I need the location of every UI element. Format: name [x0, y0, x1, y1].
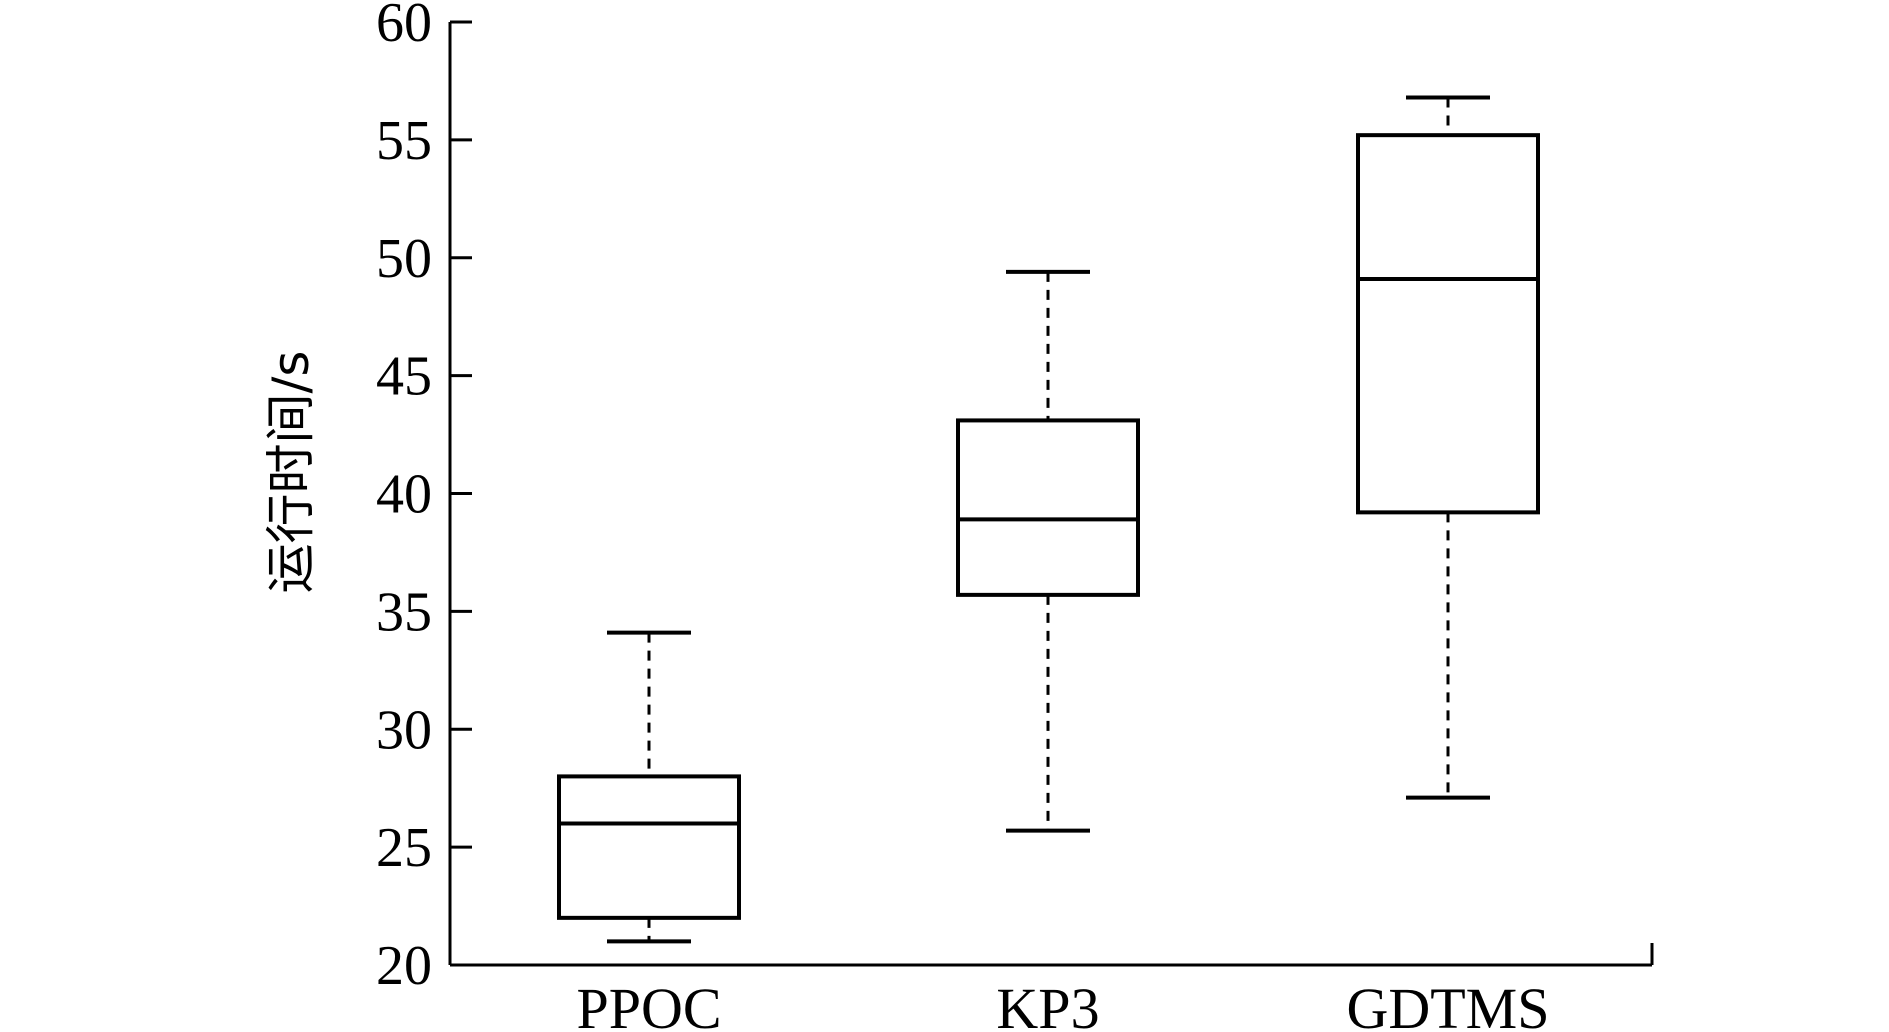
y-tick-label: 40: [376, 464, 432, 526]
box-ppoc: [557, 630, 741, 944]
x-axis: PPOC KP3 GDTMS: [450, 943, 1654, 1032]
box-kp3: [956, 269, 1140, 833]
y-axis: 20 25 30 35 40 45 50 55 60: [376, 0, 472, 997]
iqr-box: [956, 418, 1140, 597]
y-tick-label: 55: [376, 110, 432, 172]
y-tick-label: 60: [376, 0, 432, 54]
y-tick-label: 45: [376, 346, 432, 408]
box-gdtms: [1356, 95, 1540, 800]
y-tick-label: 35: [376, 581, 432, 643]
x-category-label: PPOC: [576, 976, 721, 1032]
y-tick-label: 50: [376, 228, 432, 290]
box-series: [557, 95, 1540, 944]
x-category-label: KP3: [996, 976, 1099, 1032]
iqr-box: [557, 774, 741, 920]
y-axis-title: 运行时间/s: [262, 351, 320, 594]
iqr-box: [1356, 133, 1540, 515]
y-tick-label: 20: [376, 935, 432, 997]
y-tick-label: 25: [376, 817, 432, 879]
x-category-label: GDTMS: [1346, 976, 1549, 1032]
y-tick-label: 30: [376, 699, 432, 761]
